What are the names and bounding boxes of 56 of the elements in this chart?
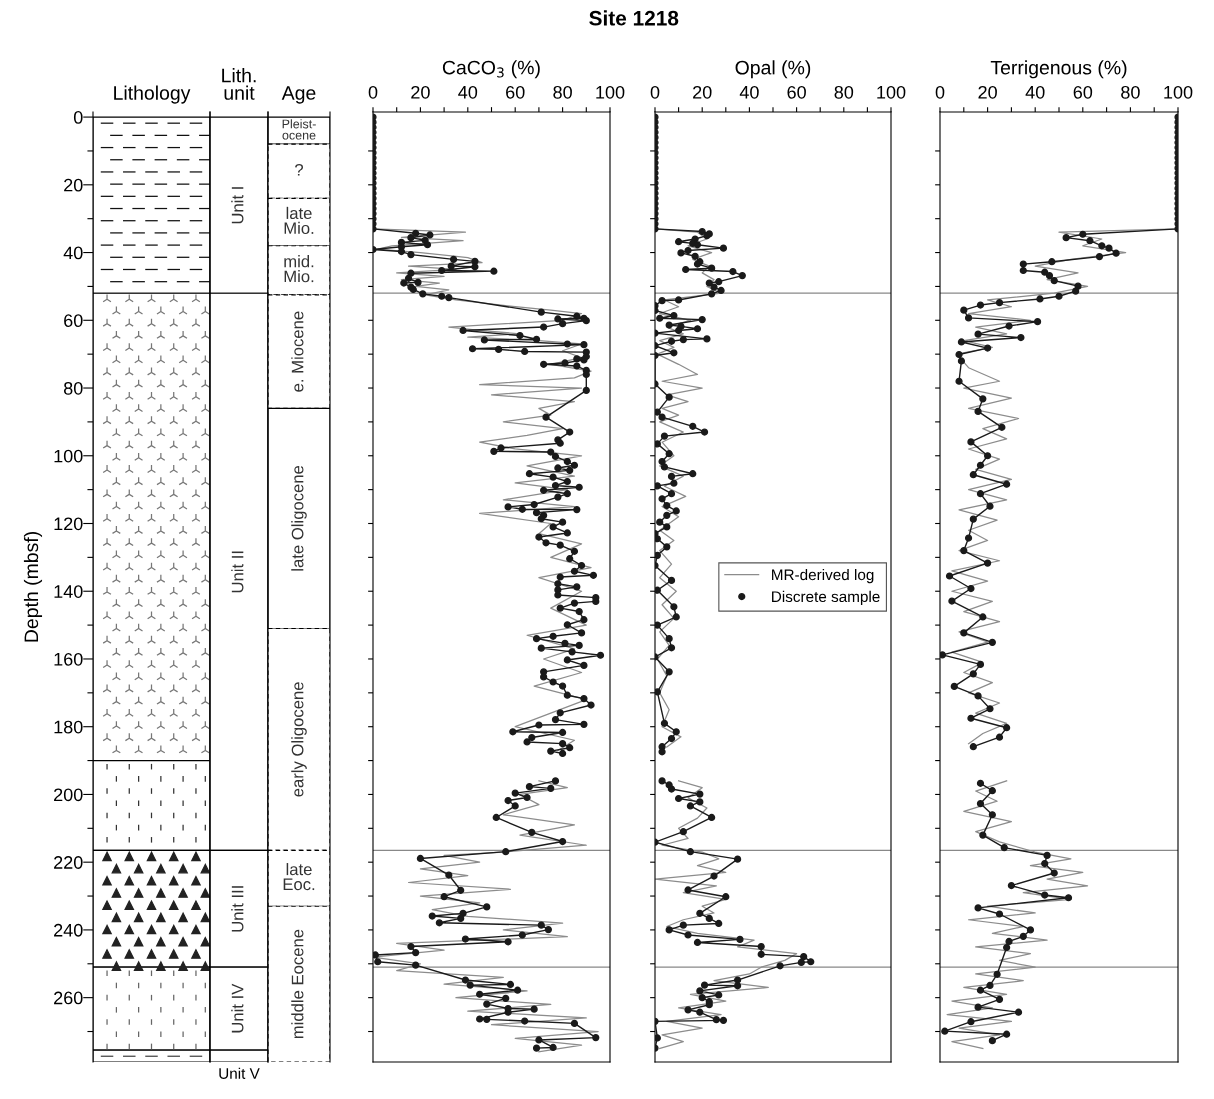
series-label: Unit I (231, 187, 244, 224)
x-tick-label: 40 (739, 85, 759, 99)
y-tick-label: 260 (54, 991, 83, 1005)
x-tick-label: 80 (1121, 85, 1140, 99)
series-label: Pleist- ocene (282, 119, 316, 140)
series-label: late Mio. (284, 206, 314, 235)
x-tick-label: 80 (553, 85, 572, 99)
y-tick-label: 40 (63, 246, 83, 260)
series-label: ? (295, 163, 304, 176)
y-tick-label: 240 (54, 923, 83, 937)
y-tick-label: 0 (73, 111, 83, 124)
chart-title: Site 1218 (589, 10, 679, 26)
x-tick-label: 20 (411, 85, 430, 99)
y-tick-label: 180 (54, 720, 83, 734)
x-tick-label: 100 (877, 85, 906, 99)
series-label: middle Eocene (291, 929, 304, 1039)
x-tick-label: 20 (693, 85, 712, 99)
y-axis-title: Depth (mbsf) (23, 532, 43, 642)
y-tick-label: 20 (64, 178, 83, 192)
x-tick-label: Lith. unit (222, 68, 256, 100)
x-tick-label: 60 (787, 85, 806, 99)
x-axis-title: Terrigenous (%) (990, 60, 1127, 79)
y-tick-label: 140 (54, 585, 83, 598)
y-tick-label: 200 (54, 788, 83, 802)
x-tick-label: 0 (368, 85, 378, 99)
x-tick-label: 60 (1073, 85, 1093, 99)
x-tick-label: 60 (506, 85, 525, 99)
x-tick-label: 100 (1164, 85, 1193, 99)
legend-label: MR-derived log (772, 568, 874, 584)
x-tick-label: 0 (650, 85, 660, 99)
y-tick-label: 120 (54, 517, 83, 531)
x-axis-title: Opal (%) (735, 60, 811, 79)
y-tick-label: 60 (64, 314, 83, 328)
x-tick-label: 40 (458, 85, 478, 99)
x-tick-label: Age (281, 86, 316, 104)
x-tick-label: 40 (1025, 85, 1045, 99)
x-tick-label: 20 (978, 85, 997, 99)
x-tick-label: 0 (935, 85, 945, 99)
series-label: late Eoc. (283, 863, 315, 891)
legend-label: Discrete sample (772, 590, 880, 606)
y-tick-label: 220 (54, 856, 83, 869)
y-tick-label: 80 (63, 381, 83, 395)
y-tick-label: 100 (54, 449, 83, 463)
series-label: Unit V (219, 1067, 260, 1079)
x-axis-title: CaCO$_{3}$ (%) (442, 60, 540, 79)
series-label: mid. Mio. (284, 255, 314, 283)
series-label: Unit IV (231, 983, 244, 1033)
x-tick-label: 80 (834, 85, 854, 99)
series-label: Unit III (231, 886, 244, 932)
series-label: early Oligocene (291, 682, 307, 797)
series-label: late Oligocene (291, 465, 307, 571)
series-label: Unit II (231, 551, 244, 593)
x-tick-label: Lithology (114, 85, 191, 104)
y-tick-label: 160 (54, 652, 83, 666)
series-label: e. Miocene (291, 311, 304, 392)
x-tick-label: 100 (596, 85, 625, 99)
